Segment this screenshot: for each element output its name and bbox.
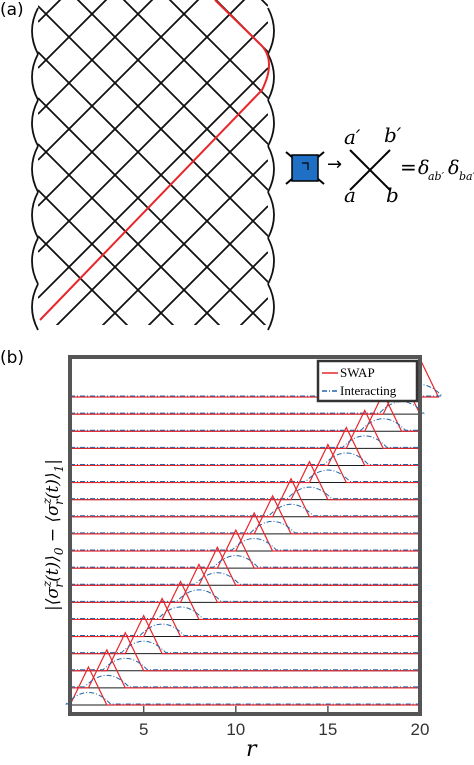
legend-interacting-label: Interacting bbox=[340, 383, 397, 398]
lattice-line-down bbox=[76, 0, 268, 191]
label-a-prime: a′ bbox=[344, 125, 361, 149]
swap-trace bbox=[70, 408, 420, 449]
left-boundary-arc bbox=[31, 237, 39, 285]
swap-trace bbox=[70, 494, 420, 535]
y-axis-label: |⟨σzr(t)⟩0 − ⟨σzr(t)⟩1| bbox=[40, 459, 66, 611]
lattice-line-down bbox=[38, 97, 267, 325]
lattice-line-up bbox=[38, 344, 268, 574]
interacting-trace bbox=[70, 589, 420, 602]
interacting-trace bbox=[70, 452, 420, 465]
x-tick-label: 20 bbox=[411, 720, 430, 739]
interacting-trace bbox=[70, 418, 420, 431]
lattice-line-up bbox=[38, 21, 268, 253]
left-boundary-arc bbox=[31, 53, 39, 101]
lattice-line-down bbox=[38, 235, 129, 325]
label-a: a bbox=[344, 183, 356, 207]
x-tick-label: 15 bbox=[318, 720, 337, 739]
chart-traces bbox=[65, 357, 444, 706]
swap-trace bbox=[70, 528, 420, 569]
swap-trace bbox=[70, 477, 420, 518]
lattice-line-up bbox=[38, 0, 154, 115]
interacting-trace bbox=[70, 538, 420, 551]
delta-2-sub: ba′ bbox=[459, 170, 474, 183]
interacting-trace bbox=[70, 503, 420, 517]
lattice-line-up bbox=[38, 0, 108, 69]
lattice-line-down bbox=[38, 189, 175, 325]
swap-trace bbox=[70, 648, 420, 689]
swap-trace bbox=[70, 614, 420, 655]
interacting-trace bbox=[70, 555, 420, 568]
lattice-line-down bbox=[38, 51, 268, 283]
label-b-prime: b′ bbox=[384, 123, 402, 147]
swap-trace bbox=[70, 580, 420, 621]
interacting-trace bbox=[70, 640, 420, 654]
swap-trace bbox=[70, 597, 420, 638]
left-boundary-arc bbox=[31, 191, 39, 239]
legend-swap-label: SWAP bbox=[340, 365, 375, 380]
panel-b-label: (b) bbox=[0, 348, 25, 368]
swap-trace bbox=[70, 511, 420, 552]
delta-1-sub: ab′ bbox=[428, 170, 445, 183]
equals-sign: = bbox=[400, 155, 417, 179]
right-boundary-arc bbox=[267, 7, 275, 55]
panel-a-label: (a) bbox=[0, 0, 24, 20]
gate-legend: → a′ b′ a b = δ ab′ δ ba′ bbox=[285, 123, 474, 207]
label-b: b bbox=[386, 183, 399, 207]
interacting-trace bbox=[70, 657, 420, 671]
chart-b: 5 10 15 20 SWAP Interacting r |⟨σzr(t)⟩0 − … bbox=[40, 355, 444, 762]
right-boundary-arc bbox=[267, 191, 275, 239]
swap-cross-line-2 bbox=[349, 149, 391, 191]
right-boundary-arc bbox=[267, 53, 275, 101]
swap-trace bbox=[70, 545, 420, 586]
lattice-line-down bbox=[260, 0, 268, 7]
right-boundary-arc bbox=[267, 145, 275, 193]
lattice-line-up bbox=[147, 205, 268, 325]
x-ticks: 5 10 15 20 bbox=[139, 706, 430, 739]
chart-legend: SWAP Interacting bbox=[316, 359, 419, 403]
interacting-trace bbox=[70, 486, 420, 500]
swap-trace bbox=[70, 562, 420, 603]
swap-trace bbox=[70, 460, 420, 501]
left-boundary-arc bbox=[31, 283, 39, 331]
x-tick-label: 10 bbox=[226, 720, 245, 739]
lattice-line-down bbox=[38, 143, 221, 325]
lattice-line-up bbox=[38, 0, 200, 161]
right-boundary-arc bbox=[267, 99, 275, 147]
interacting-trace bbox=[70, 469, 420, 483]
lattice-line-down bbox=[122, 0, 268, 145]
interacting-trace bbox=[70, 623, 420, 637]
light-cone-path bbox=[39, 0, 270, 321]
gate-square-icon bbox=[291, 154, 319, 182]
swap-trace bbox=[70, 426, 420, 467]
interacting-trace bbox=[65, 692, 420, 705]
interacting-trace bbox=[70, 572, 420, 585]
delta-2: δ bbox=[448, 157, 459, 179]
swap-trace bbox=[69, 665, 420, 706]
legend-box bbox=[316, 359, 419, 403]
swap-trace bbox=[70, 443, 420, 484]
gate-arrow: → bbox=[327, 154, 342, 175]
interacting-trace bbox=[70, 606, 420, 619]
left-boundary-arc bbox=[31, 7, 39, 55]
lattice-line-down bbox=[38, 5, 268, 237]
left-boundary-arc bbox=[31, 145, 39, 193]
interacting-trace bbox=[70, 435, 420, 448]
right-boundary-arc bbox=[267, 283, 275, 331]
interacting-trace bbox=[70, 520, 420, 534]
interacting-trace bbox=[70, 401, 425, 414]
swap-trace bbox=[70, 631, 420, 672]
chart-frame bbox=[68, 355, 422, 716]
delta-1: δ bbox=[418, 157, 429, 179]
red-path bbox=[39, 0, 270, 321]
right-boundary-arc bbox=[267, 237, 275, 285]
lattice-line-down bbox=[168, 0, 268, 99]
x-tick-label: 5 bbox=[139, 720, 148, 739]
lattice-line-up bbox=[55, 113, 268, 325]
lattice-line-up bbox=[38, 67, 268, 299]
x-axis-label: r bbox=[246, 737, 258, 762]
left-boundary-arc bbox=[31, 99, 39, 147]
interacting-trace bbox=[70, 674, 420, 688]
